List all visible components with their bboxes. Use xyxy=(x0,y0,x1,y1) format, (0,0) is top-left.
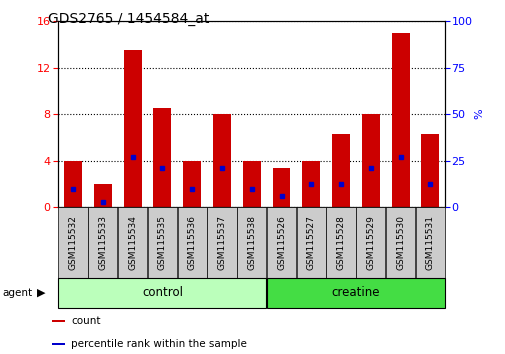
Text: GSM115527: GSM115527 xyxy=(306,215,315,270)
Bar xyxy=(94,184,112,207)
Text: GSM115536: GSM115536 xyxy=(187,215,196,270)
FancyBboxPatch shape xyxy=(177,207,207,278)
Y-axis label: %: % xyxy=(473,109,483,120)
Bar xyxy=(242,161,260,207)
Bar xyxy=(52,343,65,345)
Text: count: count xyxy=(71,316,100,326)
Text: GSM115538: GSM115538 xyxy=(247,215,256,270)
FancyBboxPatch shape xyxy=(326,207,355,278)
Bar xyxy=(153,108,171,207)
Text: creatine: creatine xyxy=(331,286,379,299)
Text: GSM115532: GSM115532 xyxy=(69,215,77,270)
Bar xyxy=(52,320,65,322)
FancyBboxPatch shape xyxy=(118,207,147,278)
Text: GSM115535: GSM115535 xyxy=(158,215,167,270)
FancyBboxPatch shape xyxy=(88,207,117,278)
FancyBboxPatch shape xyxy=(59,207,87,278)
Text: GSM115526: GSM115526 xyxy=(276,215,285,270)
Bar xyxy=(391,33,409,207)
FancyBboxPatch shape xyxy=(59,278,266,308)
Text: GDS2765 / 1454584_at: GDS2765 / 1454584_at xyxy=(48,12,209,27)
Bar xyxy=(302,161,320,207)
FancyBboxPatch shape xyxy=(267,278,444,308)
Bar xyxy=(183,161,200,207)
Bar xyxy=(361,114,379,207)
Text: GSM115529: GSM115529 xyxy=(366,215,375,270)
Text: GSM115528: GSM115528 xyxy=(336,215,345,270)
Bar xyxy=(64,161,82,207)
Text: ▶: ▶ xyxy=(37,288,45,298)
FancyBboxPatch shape xyxy=(237,207,266,278)
Text: GSM115537: GSM115537 xyxy=(217,215,226,270)
FancyBboxPatch shape xyxy=(415,207,444,278)
FancyBboxPatch shape xyxy=(267,207,295,278)
FancyBboxPatch shape xyxy=(385,207,415,278)
Text: control: control xyxy=(141,286,182,299)
Text: GSM115534: GSM115534 xyxy=(128,215,137,270)
Text: GSM115530: GSM115530 xyxy=(395,215,405,270)
FancyBboxPatch shape xyxy=(147,207,177,278)
Bar xyxy=(213,114,230,207)
FancyBboxPatch shape xyxy=(296,207,325,278)
Bar xyxy=(272,167,290,207)
Bar xyxy=(331,134,349,207)
Text: GSM115531: GSM115531 xyxy=(425,215,434,270)
Text: agent: agent xyxy=(3,288,33,298)
Bar xyxy=(421,134,438,207)
Bar xyxy=(123,50,141,207)
Text: percentile rank within the sample: percentile rank within the sample xyxy=(71,339,246,349)
FancyBboxPatch shape xyxy=(207,207,236,278)
Text: GSM115533: GSM115533 xyxy=(98,215,107,270)
FancyBboxPatch shape xyxy=(356,207,385,278)
